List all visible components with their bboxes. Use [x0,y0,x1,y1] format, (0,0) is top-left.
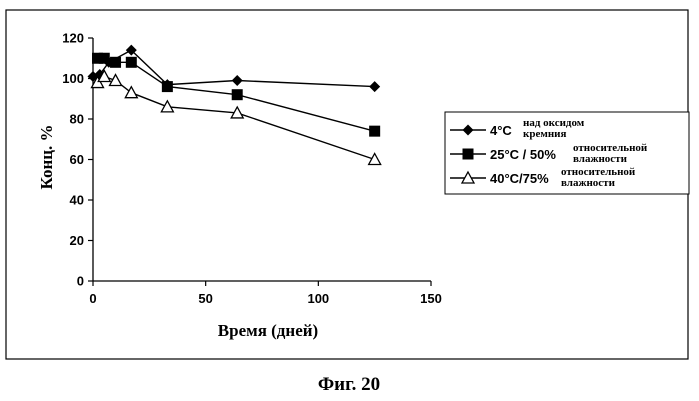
legend-label-main-series-1: 4°C [490,123,512,138]
plot-area: 0 20 40 60 80 100 120 0 50 100 150 [62,31,442,307]
figure-caption: Фиг. 20 [318,374,380,395]
series-2-point-4 [126,57,137,68]
series-2-point-3 [110,57,121,68]
y-tick-label-2: 40 [70,193,84,208]
y-tick-label-5: 100 [62,71,84,86]
y-tick-label-1: 20 [70,233,84,248]
y-tick-label-3: 60 [70,152,84,167]
y-tick-label-0: 0 [77,274,84,289]
series-3-point-5 [161,101,173,112]
series-3-point-4 [125,87,137,98]
x-axis-title: Время (дней) [218,321,318,340]
series-2-point-5 [162,81,173,92]
y-tick-label-4: 80 [70,112,84,127]
x-tick-label-1: 50 [198,291,212,306]
legend-square-marker [463,149,474,160]
legend-label-line2-series-2: влажности [573,153,628,165]
x-tick-label-2: 100 [307,291,329,306]
series-2-point-6 [232,89,243,100]
legend: 4°C над оксидом кремния 25°C / 50% относ… [445,112,689,194]
legend-label-line2-series-1: кремния [523,128,567,140]
series-1-point-6 [232,75,243,86]
y-axis-title: Конц. % [37,124,56,189]
series-3-point-3 [110,75,122,86]
series-2-point-2 [99,53,110,64]
series-3-point-7 [369,154,381,165]
legend-label-line2-series-3: влажности [561,177,616,189]
legend-label-main-series-3: 40°C/75% [490,171,549,186]
x-tick-label-3: 150 [420,291,442,306]
x-tick-label-0: 0 [89,291,96,306]
legend-label-main-series-2: 25°C / 50% [490,147,556,162]
series-2-point-7 [369,126,380,137]
series-1-point-7 [369,81,380,92]
y-tick-label-6: 120 [62,31,84,46]
